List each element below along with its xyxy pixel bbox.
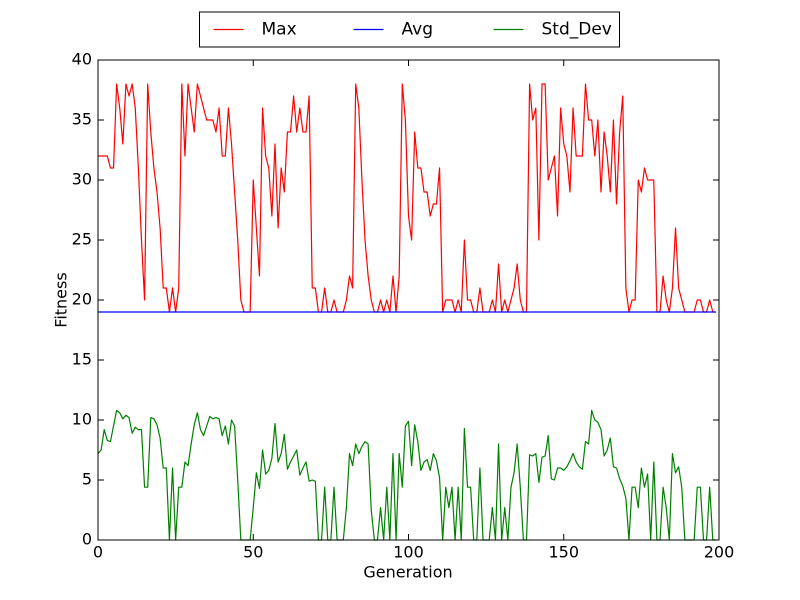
y-tick-label: 0 — [82, 530, 92, 549]
series-line — [98, 83, 716, 313]
x-axis-label: Generation — [363, 563, 452, 582]
legend-label: Max — [262, 20, 297, 40]
x-tick-label: 100 — [393, 543, 424, 562]
y-tick-label: 15 — [72, 350, 92, 369]
series-line — [97, 409, 716, 541]
x-tick-label: 50 — [243, 543, 263, 562]
legend-label: Avg — [402, 20, 434, 40]
legend-frame — [199, 11, 620, 48]
x-tick-label: 150 — [548, 543, 579, 562]
y-tick-label: 20 — [72, 290, 92, 309]
plot-area — [97, 83, 716, 541]
x-tick-label: 0 — [93, 543, 103, 562]
y-tick-label: 10 — [72, 410, 92, 429]
legend: Max Avg Std_Dev — [199, 11, 620, 48]
legend-label: Std_Dev — [542, 20, 612, 40]
y-axis-label: Fitness — [52, 272, 71, 327]
y-tick-label: 5 — [82, 470, 92, 489]
y-tick-label: 30 — [72, 170, 92, 189]
y-tick-label: 35 — [72, 110, 92, 129]
y-tick-label: 40 — [72, 50, 92, 69]
x-tick-label: 200 — [704, 543, 735, 562]
y-tick-label: 25 — [72, 230, 92, 249]
